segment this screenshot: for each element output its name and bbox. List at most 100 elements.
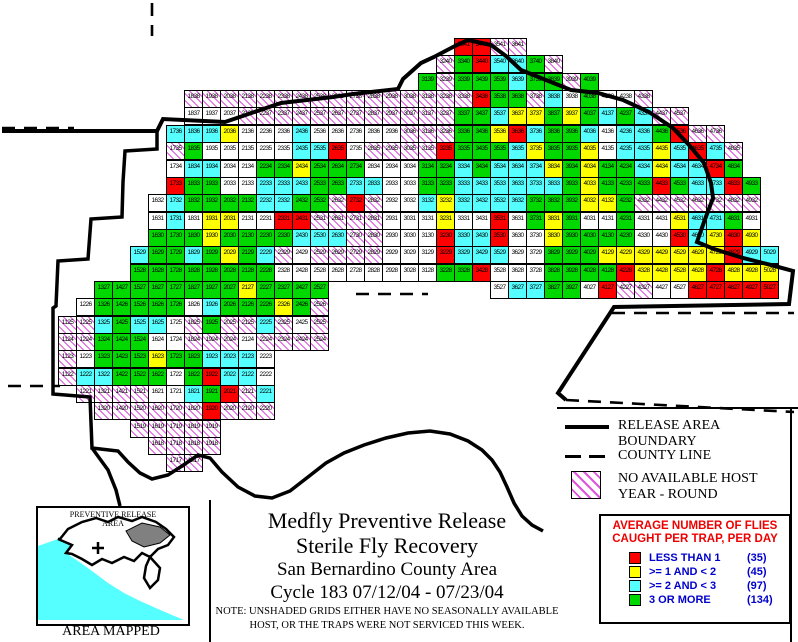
- grid-cell: 4230: [616, 228, 635, 247]
- grid-cell: 3033: [400, 176, 419, 195]
- grid-cell: 2032: [220, 194, 239, 213]
- grid-cell: 4135: [598, 142, 617, 161]
- grid-cell: 1725: [166, 315, 185, 334]
- grid-cell: 2238: [256, 90, 275, 109]
- grid-cell: 4928: [742, 263, 761, 282]
- grid-cell: 2324: [274, 333, 293, 351]
- grid-cell: 4927: [742, 280, 761, 299]
- grid-cell: 2025: [220, 315, 239, 334]
- grid-cell: 3831: [544, 211, 563, 230]
- grid-cell: 2936: [382, 124, 401, 143]
- grid-cell: 3728: [526, 263, 545, 282]
- grid-cell: 3528: [490, 263, 509, 282]
- grid-cell: 1929: [202, 246, 221, 265]
- grid-cell: 2430: [292, 228, 311, 247]
- grid-cell: 2833: [364, 176, 383, 195]
- grid-cell: 1938: [202, 90, 221, 109]
- grid-cell: 2035: [220, 142, 239, 161]
- boundary-line-sample: [565, 425, 609, 429]
- grid-cell: 3540: [490, 55, 509, 74]
- flies-legend-item: 3 OR MORE (134): [629, 594, 781, 607]
- grid-cell: 3641: [508, 38, 527, 56]
- grid-cell: 3235: [436, 142, 455, 161]
- grid-cell: 2830: [364, 228, 383, 247]
- grid-cell: 3538: [490, 90, 509, 109]
- grid-cell: 2231: [256, 211, 275, 230]
- grid-cell: 3428: [472, 263, 491, 282]
- grid-cell: 1631: [148, 211, 167, 230]
- grid-cell: 2837: [364, 107, 383, 126]
- grid-cell: 4828: [724, 263, 743, 282]
- grid-cell: 2929: [382, 246, 401, 265]
- flies-item-count: (45): [747, 566, 767, 578]
- grid-cell: 2524: [310, 333, 329, 351]
- grid-cell: 4328: [634, 263, 653, 282]
- grid-cell: 1921: [202, 385, 221, 403]
- grid-cell: 2038: [220, 90, 239, 109]
- grid-cell: 1919: [202, 419, 221, 438]
- grid-cell: 3135: [418, 142, 437, 161]
- grid-cell: 2433: [292, 176, 311, 195]
- grid-cell: 3939: [562, 72, 581, 91]
- grid-cell: 4434: [652, 159, 671, 178]
- grid-cell: 4032: [580, 194, 599, 213]
- grid-cell: 1221: [76, 385, 95, 403]
- grid-cell: 3727: [526, 280, 545, 299]
- grid-cell: 1932: [202, 194, 221, 213]
- grid-cell: 4833: [724, 176, 743, 195]
- grid-cell: 4128: [598, 263, 617, 282]
- grid-cell: 2128: [238, 263, 257, 282]
- grid-cell: 1920: [202, 402, 221, 421]
- grid-cell: 1619: [148, 419, 167, 438]
- grid-cell: 2136: [238, 124, 257, 143]
- grid-cell: 3340: [454, 55, 473, 74]
- grid-cell: 3928: [562, 263, 581, 282]
- grid-cell: 3228: [436, 263, 455, 282]
- flies-item-count: (97): [747, 580, 767, 592]
- grid-cell: 2832: [364, 194, 383, 213]
- grid-cell: 4729: [706, 246, 725, 265]
- grid-cell: 4535: [670, 142, 689, 161]
- grid-cell: 1630: [148, 228, 167, 247]
- grid-cell: 1723: [166, 350, 185, 369]
- flies-item-label: LESS THAN 1: [649, 552, 721, 564]
- yellow-swatch: [629, 566, 641, 578]
- grid-cell: 4531: [670, 211, 689, 230]
- grid-cell: 1724: [166, 333, 185, 351]
- grid-cell: 4336: [634, 124, 653, 143]
- grid-cell: 2436: [292, 124, 311, 143]
- grid-cell: 1734: [166, 159, 185, 178]
- grid-cell: 3439: [472, 72, 491, 91]
- grid-cell: 4431: [652, 211, 671, 230]
- grid-cell: 2029: [220, 246, 239, 265]
- grid-cell: 3230: [436, 228, 455, 247]
- grid-cell: 2236: [256, 124, 275, 143]
- grid-cell: 3237: [436, 107, 455, 126]
- grid-cell: 4127: [598, 280, 617, 299]
- grid-cell: 2122: [238, 367, 257, 386]
- area-mapped-inset: PREVENTIVE RELEASE AREA: [36, 506, 190, 626]
- grid-cell: 1224: [76, 333, 95, 351]
- grid-cell: 3733: [526, 176, 545, 195]
- grid-cell: 4734: [706, 159, 725, 178]
- grid-cell: 3740: [526, 55, 545, 74]
- grid-cell: 2426: [292, 298, 311, 317]
- grid-cell: 1523: [130, 350, 149, 369]
- grid-cell: 1625: [148, 315, 167, 334]
- grid-cell: 4832: [724, 194, 743, 213]
- grid-cell: 4331: [634, 211, 653, 230]
- grid-cell: 2732: [346, 194, 365, 213]
- grid-cell: 2836: [364, 124, 383, 143]
- grid-cell: 1422: [112, 367, 131, 386]
- grid-cell: 2931: [382, 211, 401, 230]
- grid-cell: 3136: [418, 124, 437, 143]
- grid-cell: 3131: [418, 211, 437, 230]
- grid-cell: 4330: [634, 228, 653, 247]
- grid-cell: 4137: [598, 107, 617, 126]
- grid-cell: 3430: [472, 228, 491, 247]
- grid-cell: 2037: [220, 107, 239, 126]
- flies-legend-item: >= 2 AND < 3 (97): [629, 580, 781, 593]
- grid-cell: 4536: [670, 124, 689, 143]
- grid-cell: 2331: [274, 211, 293, 230]
